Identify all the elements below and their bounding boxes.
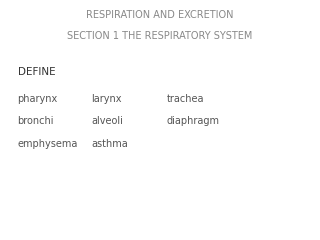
Text: RESPIRATION AND EXCRETION: RESPIRATION AND EXCRETION [86, 10, 234, 20]
Text: larynx: larynx [91, 94, 122, 104]
Text: asthma: asthma [91, 139, 128, 149]
Text: alveoli: alveoli [91, 116, 123, 126]
Text: pharynx: pharynx [18, 94, 58, 104]
Text: bronchi: bronchi [18, 116, 54, 126]
Text: SECTION 1 THE RESPIRATORY SYSTEM: SECTION 1 THE RESPIRATORY SYSTEM [67, 31, 253, 41]
Text: diaphragm: diaphragm [166, 116, 220, 126]
Text: emphysema: emphysema [18, 139, 78, 149]
Text: trachea: trachea [166, 94, 204, 104]
Text: DEFINE: DEFINE [18, 67, 55, 77]
